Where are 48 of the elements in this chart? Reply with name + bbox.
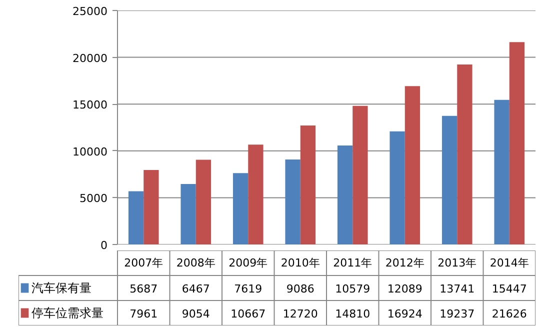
- data-label: 6467: [182, 282, 210, 296]
- bar: [232, 173, 248, 244]
- bar: [128, 191, 144, 244]
- legend-label: 停车位需求量: [32, 306, 104, 320]
- y-tick-label: 25000: [72, 5, 108, 18]
- bar: [457, 64, 472, 244]
- data-label: 9054: [182, 308, 210, 320]
- bar: [285, 159, 300, 244]
- bar: [300, 125, 316, 244]
- y-tick-label: 0: [100, 239, 108, 252]
- bar: [180, 184, 196, 244]
- x-tick-label: 2007年: [124, 256, 164, 270]
- data-label: 9086: [286, 282, 314, 296]
- bar: [248, 144, 264, 244]
- bar: [144, 170, 159, 244]
- bar: [509, 42, 525, 244]
- data-label: 5687: [130, 282, 158, 296]
- data-label: 7961: [130, 308, 158, 320]
- x-tick-label: 2011年: [333, 256, 372, 270]
- data-label: 19237: [440, 308, 475, 320]
- x-tick-label: 2008年: [176, 256, 216, 270]
- x-tick-label: 2013年: [438, 256, 477, 270]
- y-tick-label: 10000: [72, 145, 108, 158]
- data-label: 10579: [335, 282, 370, 296]
- data-label: 12089: [387, 282, 422, 296]
- data-label: 15447: [492, 282, 527, 296]
- x-tick-label: 2010年: [280, 256, 320, 270]
- bar: [390, 131, 405, 244]
- x-tick-label: 2012年: [385, 256, 424, 270]
- data-label: 13741: [440, 282, 475, 296]
- bar: [442, 116, 458, 244]
- bar: [494, 100, 510, 244]
- bar: [196, 160, 212, 244]
- bar: [337, 145, 353, 244]
- data-label: 12720: [282, 308, 318, 320]
- data-label: 21626: [492, 308, 527, 320]
- bar: [404, 86, 420, 244]
- x-tick-label: 2009年: [228, 256, 268, 270]
- x-tick-label: 2014年: [490, 256, 529, 270]
- data-label: 16924: [387, 308, 422, 320]
- data-label: 10667: [230, 308, 266, 320]
- legend-label: 汽车保有量: [32, 281, 92, 295]
- y-tick-label: 20000: [72, 52, 108, 65]
- data-label: 7619: [234, 282, 262, 296]
- data-label: 14810: [335, 308, 370, 320]
- bar: [352, 106, 368, 244]
- y-tick-label: 15000: [72, 98, 108, 112]
- y-tick-label: 5000: [80, 192, 108, 206]
